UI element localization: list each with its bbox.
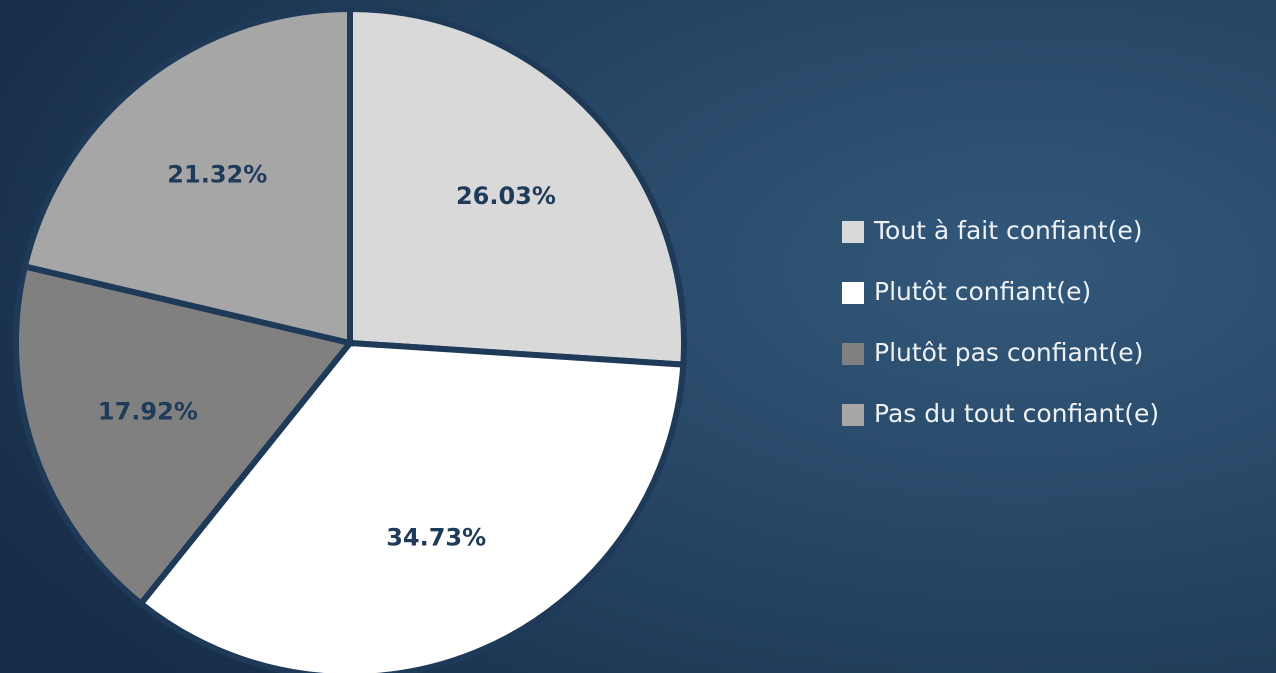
legend-label: Pas du tout confiant(e) <box>874 399 1159 428</box>
value-label: 26.03% <box>456 182 556 210</box>
legend-label: Plutôt pas confiant(e) <box>874 338 1143 367</box>
legend-swatch <box>842 343 864 365</box>
legend-swatch <box>842 221 864 243</box>
legend-swatch <box>842 282 864 304</box>
pie-slice <box>13 262 356 608</box>
value-label: 34.73% <box>386 524 486 552</box>
legend-label: Plutôt confiant(e) <box>874 277 1091 306</box>
value-label: 17.92% <box>98 398 198 426</box>
value-label: 21.32% <box>167 160 267 188</box>
legend-swatch <box>842 404 864 426</box>
pie-slice <box>21 5 353 347</box>
legend-label: Tout à fait confiant(e) <box>873 216 1142 245</box>
pie-slice <box>347 5 687 368</box>
pie-slice <box>136 339 687 673</box>
